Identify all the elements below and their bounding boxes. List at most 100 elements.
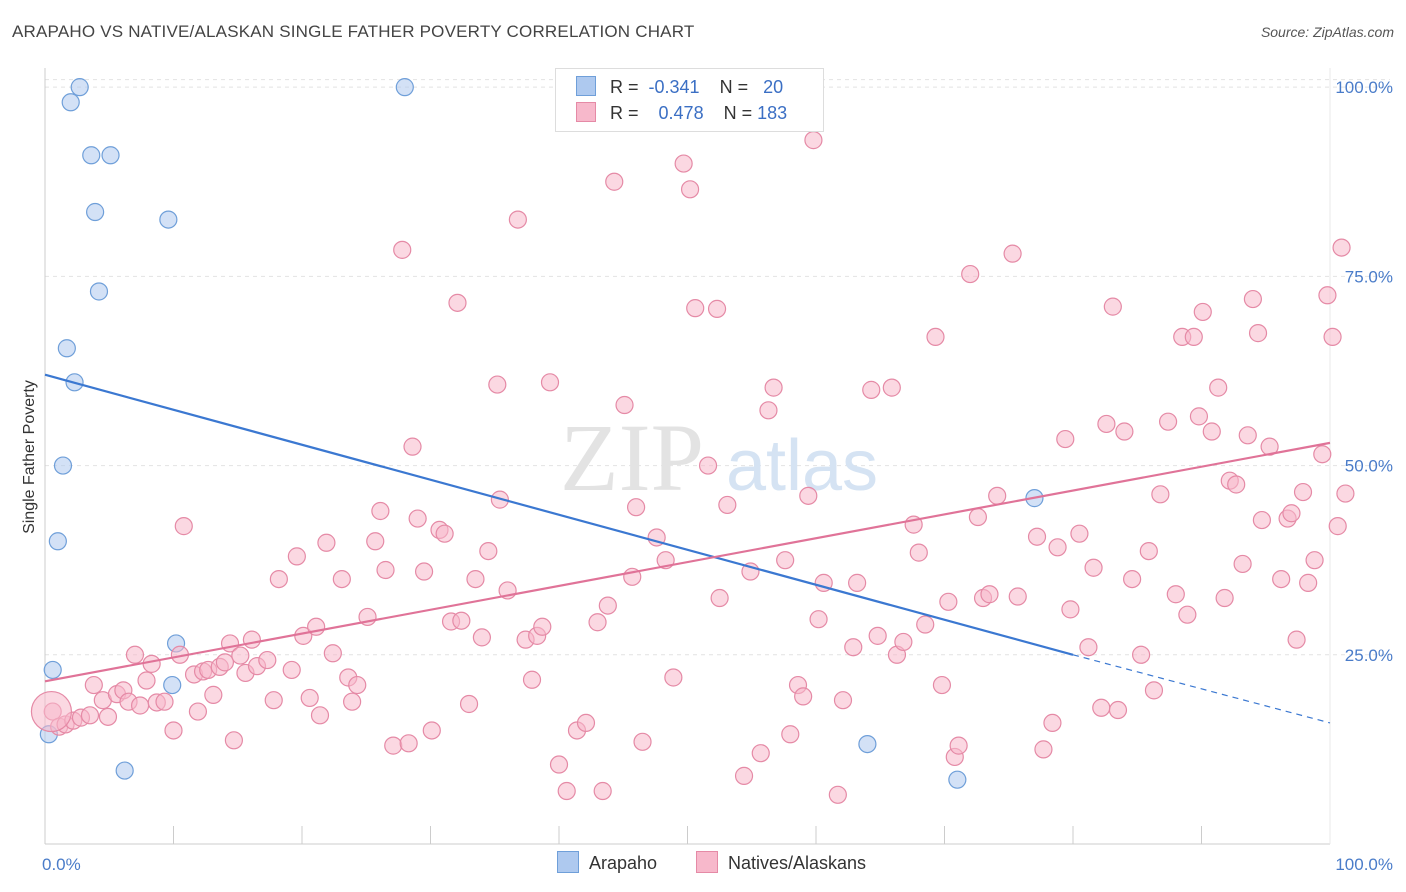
point-natives <box>142 654 161 673</box>
x-tick-label-min: 0.0% <box>42 855 81 874</box>
trend-line-arapaho <box>44 373 1074 656</box>
point-natives <box>98 707 118 726</box>
point-natives <box>1209 378 1228 397</box>
point-natives <box>1189 407 1209 426</box>
point-natives <box>1202 422 1221 441</box>
point-natives <box>626 498 646 517</box>
y-axis-label: Single Father Poverty <box>21 380 38 534</box>
point-natives <box>1027 527 1047 546</box>
point-arapaho <box>82 146 101 165</box>
point-natives <box>435 524 454 543</box>
point-natives <box>799 486 818 505</box>
point-natives <box>734 766 754 785</box>
point-natives <box>215 653 234 672</box>
point-natives <box>258 650 277 670</box>
legend-n-value: 183 <box>757 103 788 123</box>
point-natives <box>1313 445 1332 464</box>
point-natives <box>939 592 958 611</box>
point-natives <box>231 646 250 665</box>
point-natives <box>393 240 412 259</box>
point-arapaho <box>57 339 76 358</box>
point-natives <box>751 744 770 763</box>
point-natives <box>1227 475 1246 494</box>
point-natives <box>781 725 800 744</box>
point-natives <box>576 713 596 733</box>
point-natives <box>916 615 935 634</box>
bottom-legend-label-arapaho: Arapaho <box>589 853 658 873</box>
point-natives <box>343 692 362 711</box>
point-natives <box>1332 238 1351 257</box>
point-natives <box>242 630 261 649</box>
y-tick-label: 75.0% <box>1345 267 1393 286</box>
point-natives <box>384 736 403 755</box>
point-natives <box>1318 286 1337 305</box>
legend-r-label: R = <box>610 77 639 97</box>
point-natives <box>1243 289 1263 309</box>
point-natives <box>862 380 881 399</box>
point-natives-cluster <box>30 690 73 733</box>
x-tick-label-max: 100.0% <box>1335 855 1393 874</box>
point-natives <box>488 375 507 394</box>
point-natives <box>588 613 607 632</box>
point-natives <box>452 611 471 630</box>
point-natives <box>204 685 223 704</box>
point-natives <box>664 668 683 687</box>
point-arapaho <box>159 210 178 229</box>
point-arapaho <box>70 78 89 97</box>
point-natives <box>376 560 395 580</box>
point-natives <box>593 781 612 801</box>
point-natives <box>137 671 156 690</box>
y-tick-label: 50.0% <box>1345 457 1393 476</box>
point-natives <box>844 638 863 657</box>
point-natives <box>549 755 569 774</box>
tick-labels: 25.0% 50.0% 75.0% 100.0% 0.0% 100.0% <box>42 78 1393 874</box>
point-natives <box>968 507 988 527</box>
point-natives <box>130 696 150 715</box>
point-natives <box>323 644 342 663</box>
legend-r-value: -0.341 <box>648 77 700 97</box>
point-natives <box>1287 630 1306 649</box>
point-natives <box>1238 426 1257 445</box>
point-arapaho <box>163 675 182 695</box>
point-natives <box>1070 524 1089 543</box>
point-natives <box>615 395 634 415</box>
point-natives <box>1123 569 1142 589</box>
point-natives <box>459 694 479 714</box>
point-arapaho <box>948 770 967 789</box>
legend-n-label: N = <box>719 77 749 97</box>
point-natives <box>707 299 727 318</box>
point-natives <box>1233 554 1252 574</box>
point-natives <box>1336 484 1355 503</box>
point-natives <box>164 721 183 740</box>
point-natives <box>472 628 491 647</box>
point-natives <box>1043 713 1062 733</box>
point-natives <box>926 327 945 347</box>
point-natives <box>794 687 813 706</box>
point-natives <box>949 736 968 755</box>
point-natives <box>1132 645 1151 664</box>
point-natives <box>174 517 193 536</box>
point-natives <box>466 569 485 589</box>
data-points <box>30 78 1355 804</box>
correlation-legend: R = -0.341 N = 20 R = 0.478 N = 183 <box>555 68 824 132</box>
point-natives <box>1178 605 1197 624</box>
point-natives <box>224 731 243 750</box>
point-natives <box>557 781 576 801</box>
point-natives <box>1079 638 1098 657</box>
point-natives <box>287 547 306 566</box>
point-natives <box>833 691 853 710</box>
point-natives <box>403 437 422 456</box>
point-natives <box>1305 551 1324 570</box>
point-natives <box>759 401 778 420</box>
point-arapaho <box>101 146 120 165</box>
point-natives <box>980 585 999 604</box>
point-natives <box>414 562 434 581</box>
point-natives <box>680 180 700 199</box>
point-natives <box>317 533 336 552</box>
chart-title: ARAPAHO VS NATIVE/ALASKAN SINGLE FATHER … <box>12 22 695 41</box>
point-natives <box>633 732 652 751</box>
point-natives <box>422 721 441 740</box>
point-natives <box>868 626 887 645</box>
point-arapaho <box>858 734 877 754</box>
